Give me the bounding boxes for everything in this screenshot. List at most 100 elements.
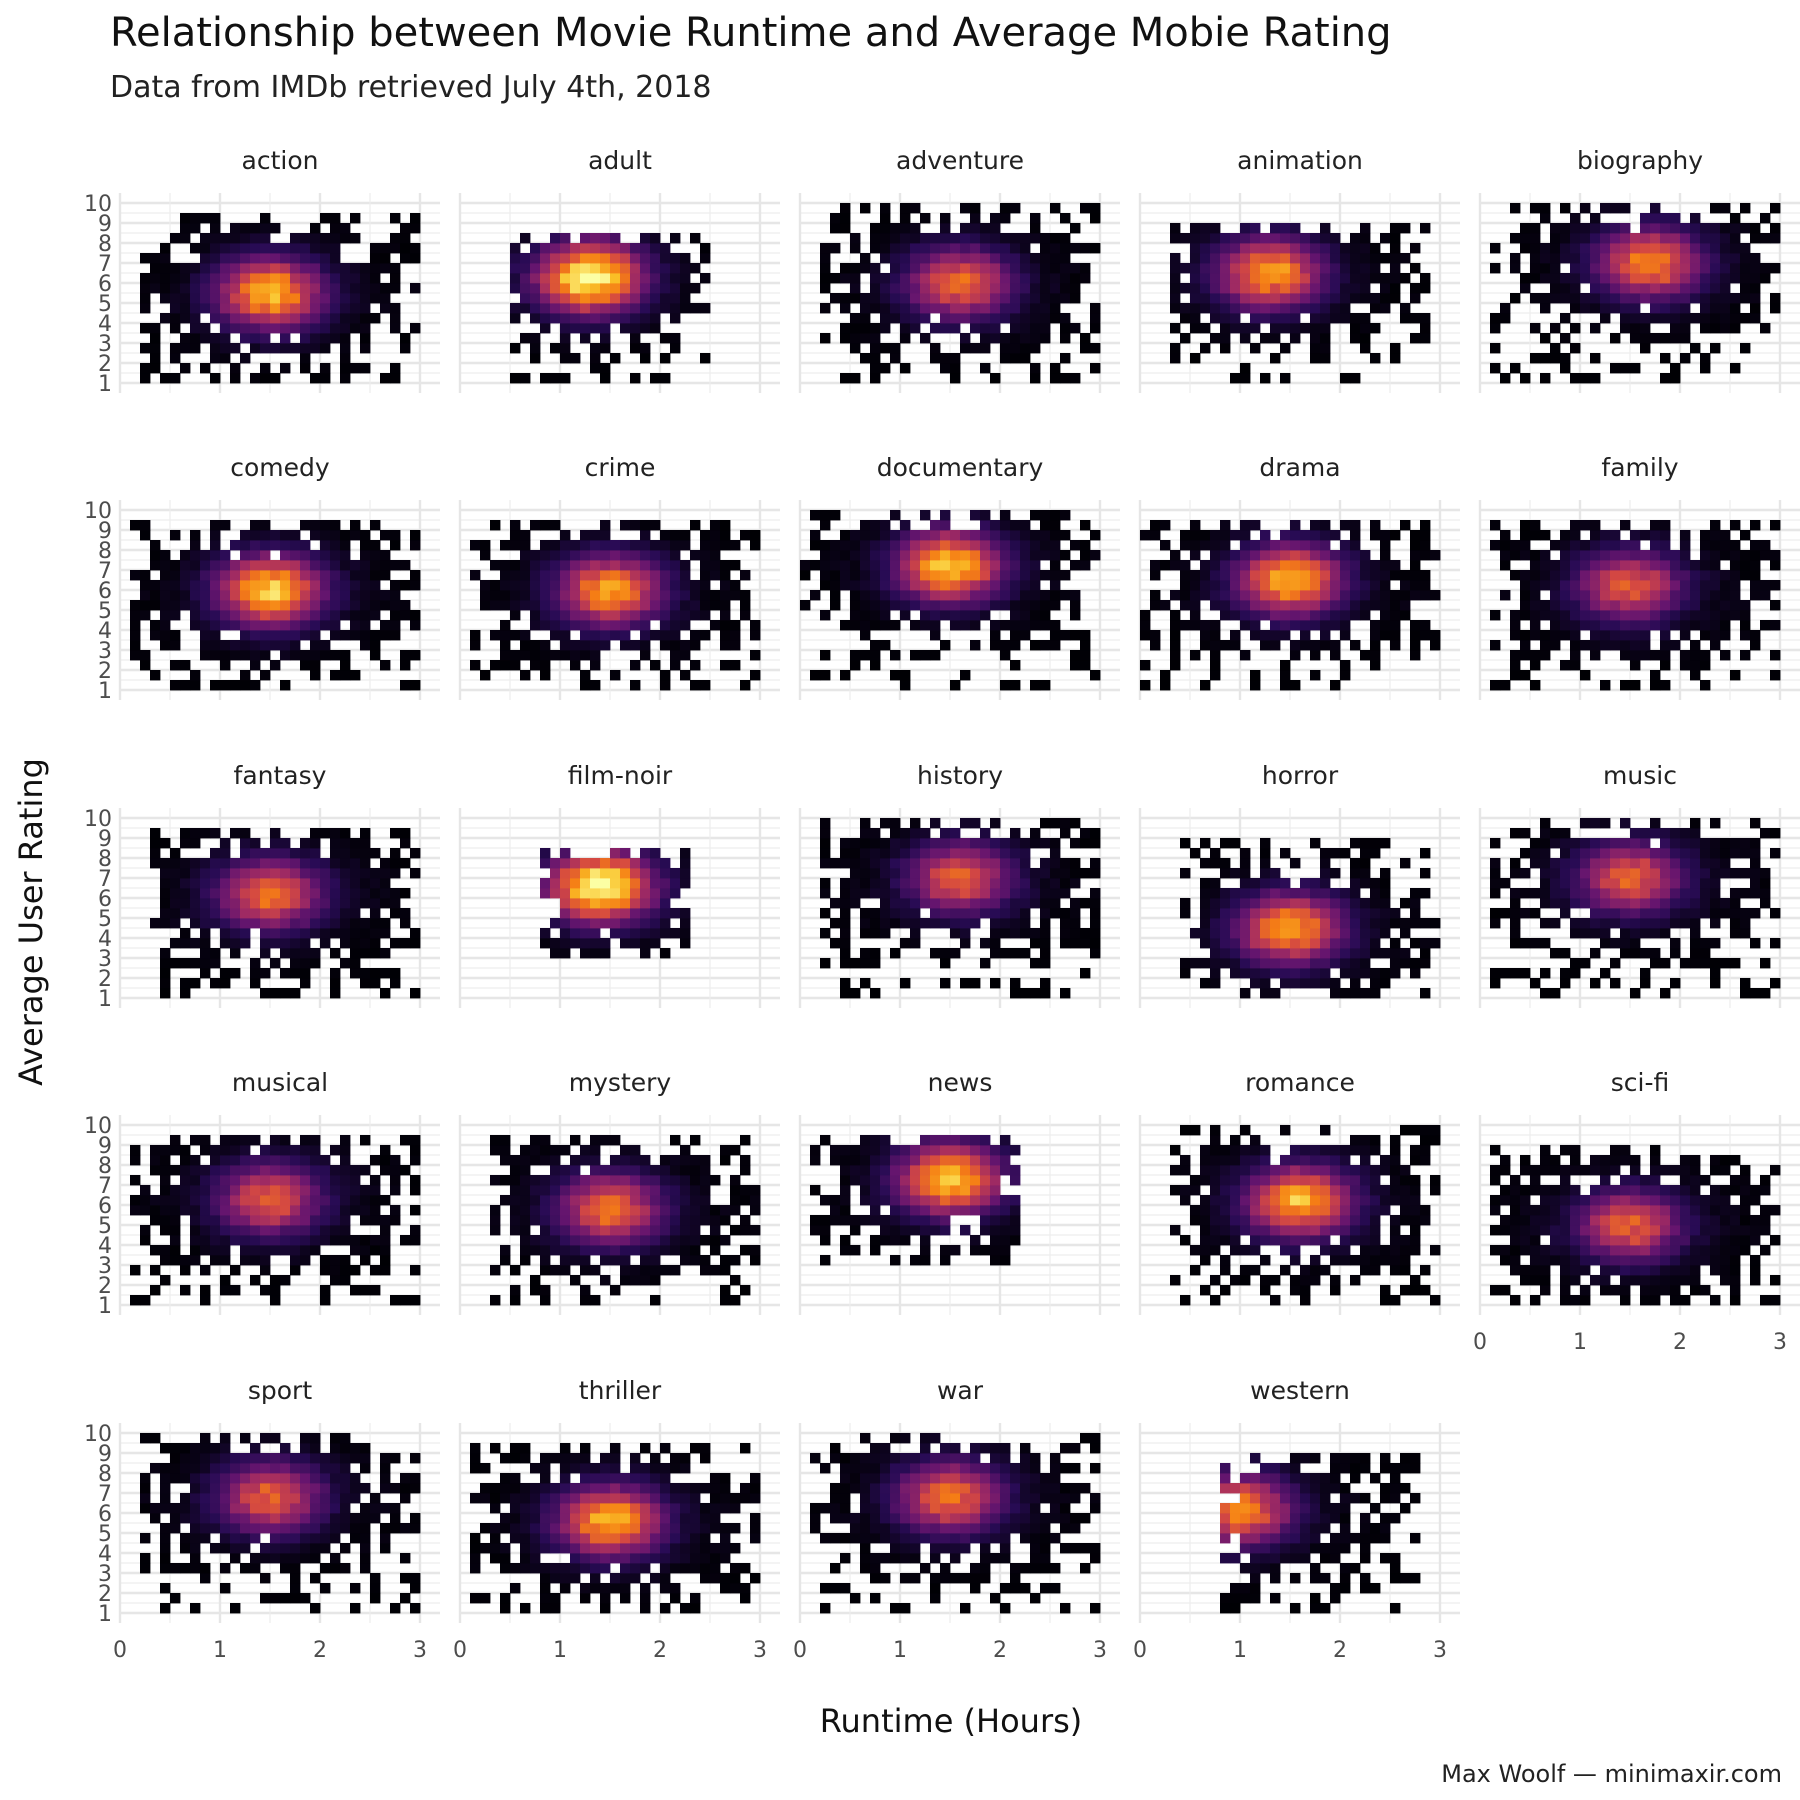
heat-tile xyxy=(1290,978,1301,989)
heat-tile xyxy=(590,323,601,334)
heat-tile xyxy=(850,600,861,611)
heat-tile xyxy=(1570,253,1581,264)
heat-tile xyxy=(920,828,931,839)
heat-tile xyxy=(820,610,831,621)
heat-tile xyxy=(890,263,901,274)
heat-tile xyxy=(990,283,1001,294)
heat-tile xyxy=(1750,988,1761,999)
heat-tile xyxy=(680,650,691,661)
heat-tile xyxy=(960,233,971,244)
heat-tile xyxy=(980,858,991,869)
heat-tile xyxy=(600,868,611,879)
heat-tile xyxy=(610,253,621,264)
heat-tile xyxy=(1670,590,1681,601)
heat-tile xyxy=(1300,590,1311,601)
heat-tile xyxy=(1030,560,1041,571)
heat-tile xyxy=(1590,928,1601,939)
heat-tile xyxy=(1050,570,1061,581)
heat-tile xyxy=(190,343,201,354)
heat-tile xyxy=(1620,888,1631,899)
heat-tile xyxy=(1210,530,1221,541)
heat-tile xyxy=(720,660,731,671)
heat-tile xyxy=(150,848,161,859)
heat-tile xyxy=(1360,570,1371,581)
heat-tile xyxy=(650,580,661,591)
heat-tile xyxy=(950,620,961,631)
heat-tile xyxy=(1210,670,1221,681)
heat-tile xyxy=(1040,510,1051,521)
heat-tile xyxy=(890,838,901,849)
heat-tile xyxy=(210,978,221,989)
heat-tile xyxy=(1650,333,1661,344)
heat-tile xyxy=(1670,620,1681,631)
heat-tile xyxy=(960,878,971,889)
heat-tile xyxy=(1550,918,1561,929)
heat-tile xyxy=(1180,283,1191,294)
heat-tile xyxy=(990,223,1001,234)
heat-tile xyxy=(1220,958,1231,969)
heat-tile xyxy=(830,570,841,581)
heat-tile xyxy=(570,273,581,284)
heat-tile xyxy=(190,908,201,919)
heat-tile xyxy=(1310,540,1321,551)
heat-tile xyxy=(870,650,881,661)
heat-tile xyxy=(1310,908,1321,919)
heat-tile xyxy=(860,630,871,641)
heat-tile xyxy=(410,530,421,541)
heat-tile xyxy=(150,550,161,561)
heat-tile xyxy=(1350,263,1361,274)
heat-tile xyxy=(910,620,921,631)
heat-tile xyxy=(1560,660,1571,671)
heat-tile xyxy=(850,530,861,541)
heat-tile xyxy=(150,333,161,344)
heat-tile xyxy=(300,878,311,889)
heat-tile xyxy=(1590,560,1601,571)
heat-tile xyxy=(1660,373,1671,384)
heat-tile xyxy=(1240,610,1251,621)
heat-tile xyxy=(1050,868,1061,879)
heat-tile xyxy=(360,283,371,294)
heat-tile xyxy=(1650,600,1661,611)
heat-tile xyxy=(1000,233,1011,244)
heat-tile xyxy=(1230,530,1241,541)
heat-tile xyxy=(1730,273,1741,284)
heat-tile xyxy=(1520,650,1531,661)
heat-tile xyxy=(590,948,601,959)
heat-tile xyxy=(1760,888,1771,899)
heat-tile xyxy=(1550,858,1561,869)
heat-tile xyxy=(1590,610,1601,621)
heat-tile xyxy=(1550,580,1561,591)
heat-tile xyxy=(1540,968,1551,979)
heat-tile xyxy=(1550,253,1561,264)
heat-tile xyxy=(1710,560,1721,571)
heat-tile xyxy=(1190,283,1201,294)
heat-tile xyxy=(160,1195,171,1206)
heat-tile xyxy=(1620,680,1631,691)
heat-tile xyxy=(1220,323,1231,334)
heat-tile xyxy=(910,938,921,949)
heat-tile xyxy=(1010,660,1021,671)
heat-tile xyxy=(500,560,511,571)
heat-tile xyxy=(680,610,691,621)
heat-tile xyxy=(1060,858,1071,869)
heat-tile xyxy=(210,848,221,859)
heat-tile xyxy=(1570,640,1581,651)
heat-tile xyxy=(1060,828,1071,839)
heat-tile xyxy=(1250,323,1261,334)
heat-tile xyxy=(1670,908,1681,919)
heat-tile xyxy=(1240,223,1251,234)
heat-tile xyxy=(950,303,961,314)
heat-tile xyxy=(1280,313,1291,324)
heat-tile xyxy=(890,303,901,314)
heat-tile xyxy=(490,600,501,611)
heat-tile xyxy=(1040,948,1051,959)
heat-tile xyxy=(720,620,731,631)
heat-tile xyxy=(1030,293,1041,304)
heat-tile xyxy=(1610,223,1621,234)
heat-tile xyxy=(200,1175,211,1186)
heat-tile xyxy=(840,878,851,889)
heat-tile xyxy=(230,1155,241,1166)
heat-tile xyxy=(550,243,561,254)
heat-tile xyxy=(890,888,901,899)
heat-tile xyxy=(190,333,201,344)
